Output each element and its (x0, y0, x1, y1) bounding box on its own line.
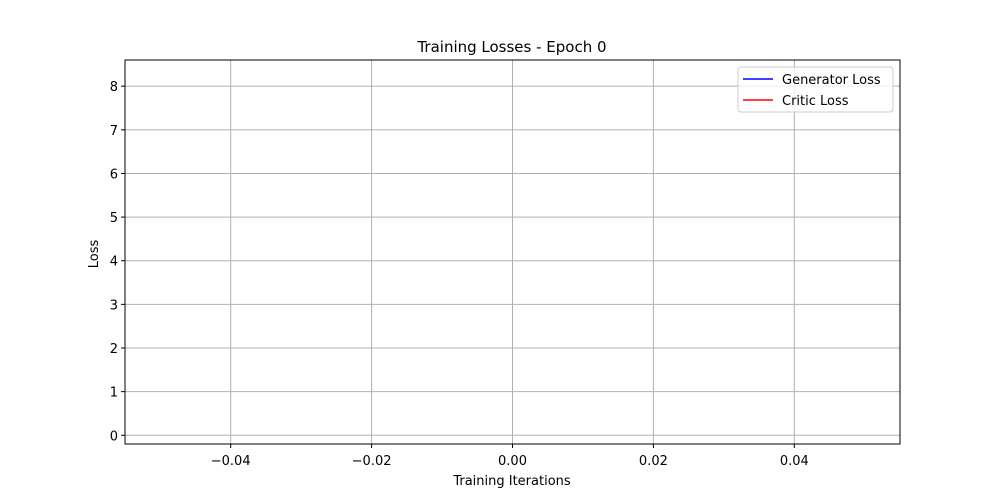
legend-box (737, 66, 894, 113)
legend-critic-label: Critic Loss (782, 94, 849, 109)
y-tick-label: 2 (110, 342, 118, 357)
x-axis-ticks: −0.04 −0.02 0.00 0.02 0.04 (211, 444, 809, 469)
x-tick-label: 0.00 (498, 454, 527, 469)
grid-lines (125, 60, 900, 444)
legend-generator-label: Generator Loss (782, 73, 881, 88)
x-tick-label: −0.02 (352, 454, 392, 469)
y-tick-label: 8 (110, 80, 118, 95)
y-tick-label: 6 (110, 167, 118, 182)
x-axis-label: Training Iterations (452, 474, 571, 489)
x-tick-label: −0.04 (211, 454, 251, 469)
chart-title: Training Losses - Epoch 0 (416, 38, 606, 56)
y-tick-label: 7 (110, 124, 118, 139)
x-tick-label: 0.04 (780, 454, 809, 469)
y-axis-label: Loss (87, 240, 102, 269)
y-tick-label: 4 (110, 255, 118, 270)
y-axis-ticks: 0 1 2 3 4 5 6 7 8 (110, 80, 125, 444)
x-tick-label: 0.02 (639, 454, 668, 469)
y-tick-label: 5 (110, 211, 118, 226)
legend: Generator Loss Critic Loss (737, 66, 894, 113)
y-tick-label: 0 (110, 429, 118, 444)
y-tick-label: 3 (110, 298, 118, 313)
y-tick-label: 1 (110, 386, 118, 401)
